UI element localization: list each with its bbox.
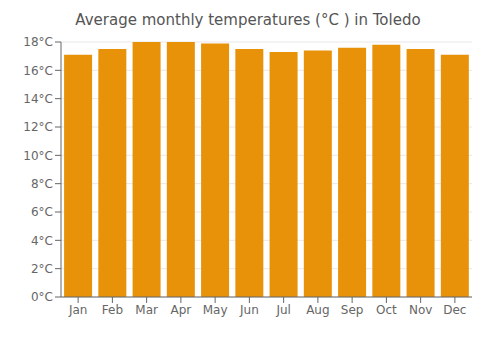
svg-text:Aug: Aug xyxy=(306,303,329,317)
svg-text:Mar: Mar xyxy=(135,303,158,317)
svg-text:Apr: Apr xyxy=(170,303,191,317)
svg-text:10°C: 10°C xyxy=(23,149,53,163)
svg-text:Jan: Jan xyxy=(68,303,88,317)
svg-text:2°C: 2°C xyxy=(31,262,53,276)
svg-text:6°C: 6°C xyxy=(31,205,53,219)
svg-text:Nov: Nov xyxy=(409,303,432,317)
html-text:Average monthly temperatures (: Average monthly temperatures (°C ) in To… xyxy=(75,11,421,29)
svg-text:Jun: Jun xyxy=(239,303,259,317)
svg-text:Sep: Sep xyxy=(341,303,364,317)
svg-text:12°C: 12°C xyxy=(23,120,53,134)
svg-text:May: May xyxy=(203,303,228,317)
svg-text:18°C: 18°C xyxy=(23,35,53,49)
svg-text:4°C: 4°C xyxy=(31,234,53,248)
svg-text:16°C: 16°C xyxy=(23,64,53,78)
svg-text:Jul: Jul xyxy=(275,303,290,317)
svg-text:Feb: Feb xyxy=(102,303,123,317)
svg-text:14°C: 14°C xyxy=(23,92,53,106)
svg-text:Dec: Dec xyxy=(443,303,466,317)
svg-text:0°C: 0°C xyxy=(31,290,53,304)
svg-text:Oct: Oct xyxy=(376,303,397,317)
svg-text:8°C: 8°C xyxy=(31,177,53,191)
